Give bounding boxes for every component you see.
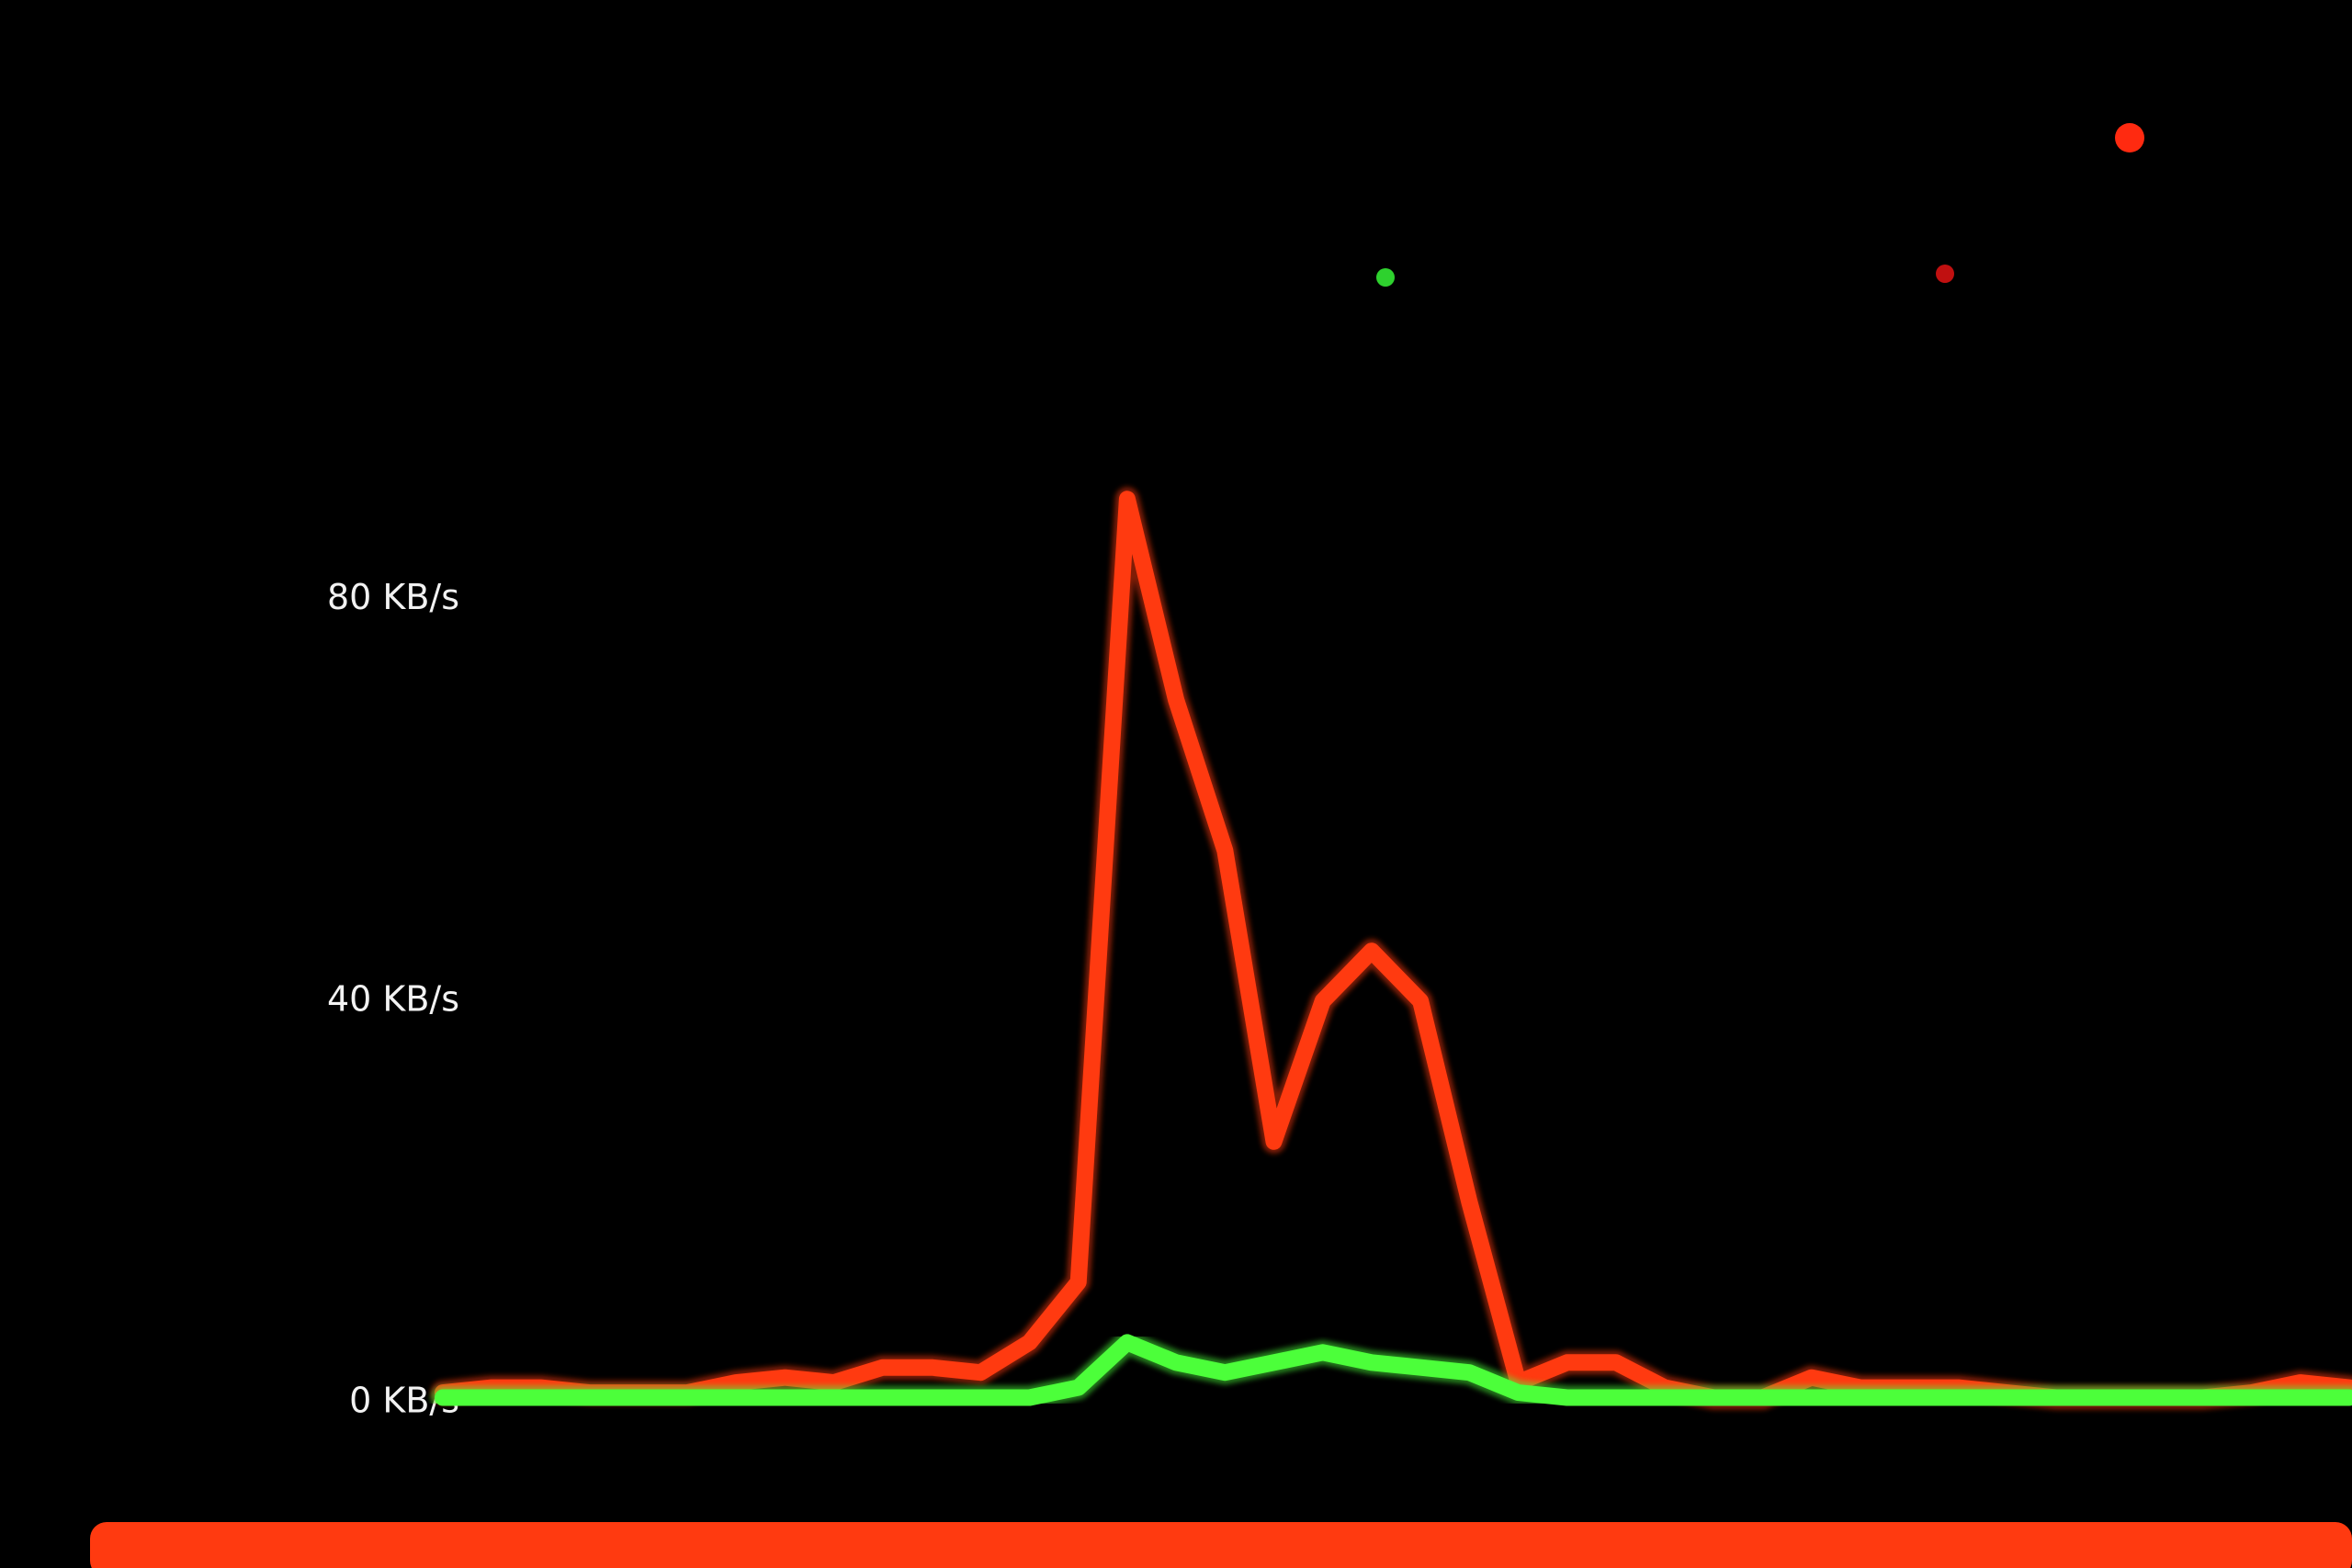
legend-dot	[2115, 123, 2144, 152]
y-tick-label: 80 KB/s	[327, 577, 459, 617]
series-line	[435, 1334, 2352, 1406]
legend-dot	[1376, 268, 1395, 287]
plot: 0 KB/s40 KB/s80 KB/s	[327, 487, 2352, 1421]
bottom-bar	[90, 1522, 2352, 1568]
y-tick-label: 40 KB/s	[327, 978, 459, 1019]
legend-dot	[1936, 265, 1954, 283]
